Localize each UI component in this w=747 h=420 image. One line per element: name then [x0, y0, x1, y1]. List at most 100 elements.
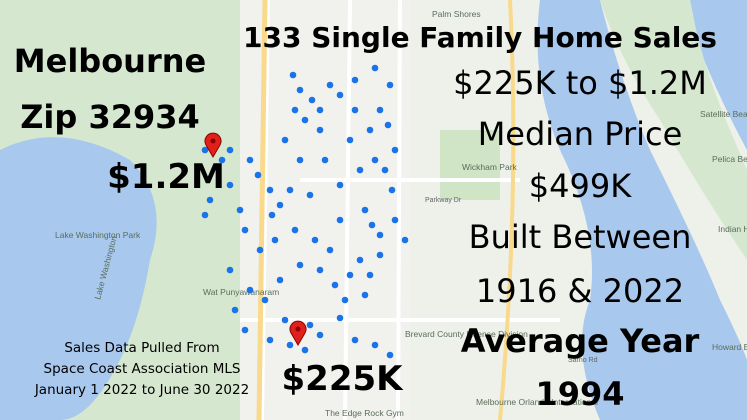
sale-marker: [296, 261, 304, 269]
sale-marker: [231, 306, 239, 314]
sale-marker: [271, 236, 279, 244]
sale-marker: [341, 296, 349, 304]
sale-marker: [326, 81, 334, 89]
map-label: Pelica Beach Pa: [712, 154, 747, 164]
map-label: Satellite Bea: [700, 109, 747, 119]
pin-high: [204, 132, 222, 158]
pin-low: [289, 320, 307, 346]
sale-marker: [376, 231, 384, 239]
sale-marker: [236, 206, 244, 214]
sale-marker: [346, 136, 354, 144]
sale-marker: [241, 226, 249, 234]
high-price: $1.2M: [107, 157, 225, 197]
sale-marker: [336, 91, 344, 99]
sale-marker: [296, 86, 304, 94]
sale-marker: [226, 266, 234, 274]
source-line: January 1 2022 to June 30 2022: [34, 382, 249, 398]
map-label: Brevard County License Division: [405, 329, 528, 339]
sale-markers: [201, 64, 409, 359]
sale-marker: [289, 71, 297, 79]
sale-marker: [368, 221, 376, 229]
sale-marker: [306, 191, 314, 199]
source-line: Space Coast Association MLS: [44, 361, 241, 377]
sale-marker: [296, 156, 304, 164]
sale-marker: [281, 316, 289, 324]
sale-marker: [254, 171, 262, 179]
sale-marker: [388, 186, 396, 194]
sale-marker: [331, 281, 339, 289]
sale-marker: [268, 211, 276, 219]
sale-marker: [346, 271, 354, 279]
sale-marker: [286, 341, 294, 349]
low-price: $225K: [282, 359, 405, 399]
sale-marker: [308, 96, 316, 104]
sale-marker: [336, 314, 344, 322]
map-label: Wickham Park: [462, 162, 518, 172]
lake: [0, 137, 157, 420]
sale-marker: [291, 106, 299, 114]
sale-marker: [316, 106, 324, 114]
island: [600, 0, 747, 260]
stat: $499K: [529, 167, 632, 205]
sale-marker: [351, 106, 359, 114]
sale-marker: [376, 251, 384, 259]
map-label: The Edge Rock Gym: [325, 408, 404, 418]
sale-marker: [301, 116, 309, 124]
park: [440, 130, 500, 200]
sale-marker: [276, 276, 284, 284]
sale-marker: [351, 76, 359, 84]
stat: 1994: [535, 375, 624, 413]
sale-marker: [201, 146, 209, 154]
source-line: Sales Data Pulled From: [64, 340, 219, 356]
sale-marker: [276, 201, 284, 209]
river: [690, 0, 747, 150]
sale-marker: [246, 286, 254, 294]
sale-marker: [361, 206, 369, 214]
stat: Built Between: [469, 218, 692, 256]
sale-marker: [361, 291, 369, 299]
highway: [498, 0, 516, 420]
sale-marker: [286, 186, 294, 194]
sale-marker: [321, 156, 329, 164]
sale-marker: [316, 331, 324, 339]
sale-marker: [246, 156, 254, 164]
sale-marker: [281, 136, 289, 144]
sale-marker: [306, 321, 314, 329]
sale-marker: [266, 186, 274, 194]
sale-marker: [206, 196, 214, 204]
sale-marker: [371, 156, 379, 164]
sale-marker: [391, 216, 399, 224]
sale-marker: [381, 166, 389, 174]
map-label: Indian Harbour: [718, 224, 747, 234]
stat: Median Price: [478, 115, 683, 153]
sale-marker: [356, 256, 364, 264]
sale-marker: [301, 346, 309, 354]
sale-marker: [316, 126, 324, 134]
stat: 1916 & 2022: [476, 272, 684, 310]
stat: Average Year: [461, 322, 700, 360]
river: [537, 0, 747, 420]
map-label: Sarno Rd: [568, 357, 598, 364]
sale-marker: [201, 211, 209, 219]
sale-marker: [226, 181, 234, 189]
sale-marker: [386, 351, 394, 359]
sale-marker: [384, 121, 392, 129]
sale-marker: [391, 146, 399, 154]
map-label: Lake Washington Park: [55, 230, 141, 240]
sale-marker: [401, 236, 409, 244]
sale-marker: [316, 266, 324, 274]
sale-marker: [326, 246, 334, 254]
sale-marker: [336, 216, 344, 224]
sale-marker: [266, 336, 274, 344]
headline: 133 Single Family Home Sales: [243, 21, 717, 54]
sale-marker: [256, 246, 264, 254]
sale-marker: [311, 236, 319, 244]
sale-marker: [376, 106, 384, 114]
sale-marker: [386, 81, 394, 89]
city: Melbourne: [14, 42, 206, 80]
interstate: [256, 0, 268, 420]
sale-marker: [261, 296, 269, 304]
sale-marker: [291, 226, 299, 234]
